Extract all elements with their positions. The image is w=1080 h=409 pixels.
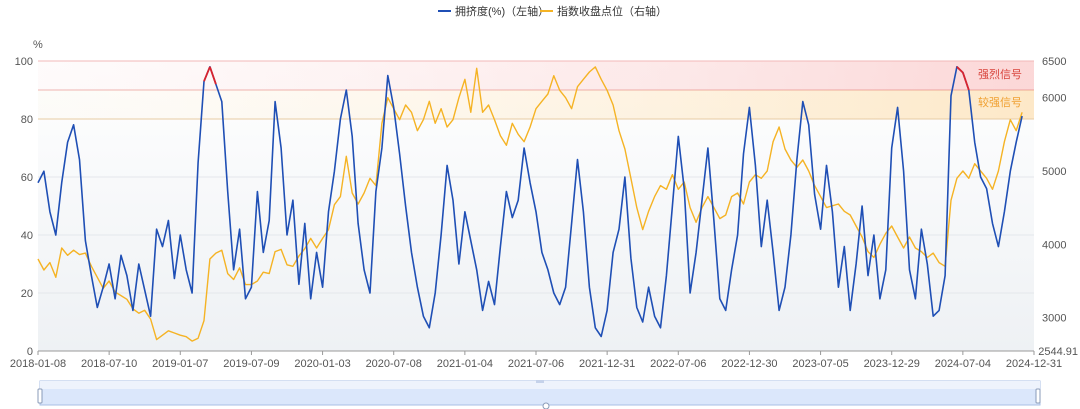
y-left-tick-label: 0 [27,346,33,358]
x-tick-label: 2018-01-08 [10,358,66,370]
y-right-min-label: 2544.91 [1038,346,1078,358]
crowding-line [37,66,1023,338]
y-right-tick-label: 6500 [1042,56,1066,68]
series-crowding [37,66,1023,338]
crowding-strong-segment [962,72,970,91]
y-left-ticks: 0 20 40 60 80 100 [15,56,33,358]
y-right-tick-label: 3000 [1042,313,1066,325]
legend-item-index[interactable]: 指数收盘点位（右轴） [540,4,667,18]
legend-crowding-label: 拥挤度(%)（左轴） [455,4,549,18]
moderate-signal-band [38,90,1034,119]
legend[interactable]: 拥挤度(%)（左轴） 指数收盘点位（右轴） [438,4,667,18]
crowding-strong-segment [209,66,217,85]
data-zoom-slider[interactable] [37,380,1041,409]
zoom-bottom-grip[interactable] [542,402,550,409]
x-tick-label: 2021-01-04 [437,358,493,370]
strong-signal-label: 强烈信号 [978,67,1022,81]
x-tick-label: 2020-01-03 [294,358,350,370]
y-right-ticks: 3000 4000 5000 6000 6500 2544.91 [1038,56,1078,358]
y-right-tick-label: 4000 [1042,239,1066,251]
zoom-drag-grip[interactable] [536,380,544,383]
y-right-tick-label: 6000 [1042,93,1066,105]
x-tick-label: 2024-12-31 [1006,358,1062,370]
y-left-tick-label: 100 [15,56,33,68]
crowding-strong-segment [956,66,964,74]
x-tick-label: 2018-07-10 [81,358,137,370]
y-left-unit-label: % [33,39,43,51]
y-right-tick-label: 5000 [1042,166,1066,178]
crowding-strong-segment [203,66,211,82]
legend-item-crowding[interactable]: 拥挤度(%)（左轴） [438,4,549,18]
x-tick-label: 2021-07-06 [508,358,564,370]
strong-signal-band [38,61,1034,90]
y-left-tick-label: 20 [21,288,33,300]
x-tick-label: 2022-12-30 [721,358,777,370]
x-axis-ticks: 2018-01-08 2018-07-10 2019-01-07 2019-07-09… [10,351,1062,370]
x-tick-label: 2024-07-04 [935,358,991,370]
x-tick-label: 2020-07-08 [366,358,422,370]
legend-index-label: 指数收盘点位（右轴） [557,4,667,18]
x-tick-label: 2021-12-31 [579,358,635,370]
zoom-handle-right[interactable] [1035,388,1041,404]
x-tick-label: 2022-07-06 [650,358,706,370]
x-tick-label: 2019-07-09 [223,358,279,370]
zoom-track-top [40,381,1040,389]
moderate-signal-label: 较强信号 [978,95,1022,109]
y-left-tick-label: 40 [21,230,33,242]
x-tick-label: 2023-12-29 [864,358,920,370]
y-left-tick-label: 80 [21,114,33,126]
y-left-tick-label: 60 [21,172,33,184]
x-tick-label: 2019-01-07 [152,358,208,370]
x-tick-label: 2023-07-05 [792,358,848,370]
zoom-handle-left[interactable] [37,388,43,404]
